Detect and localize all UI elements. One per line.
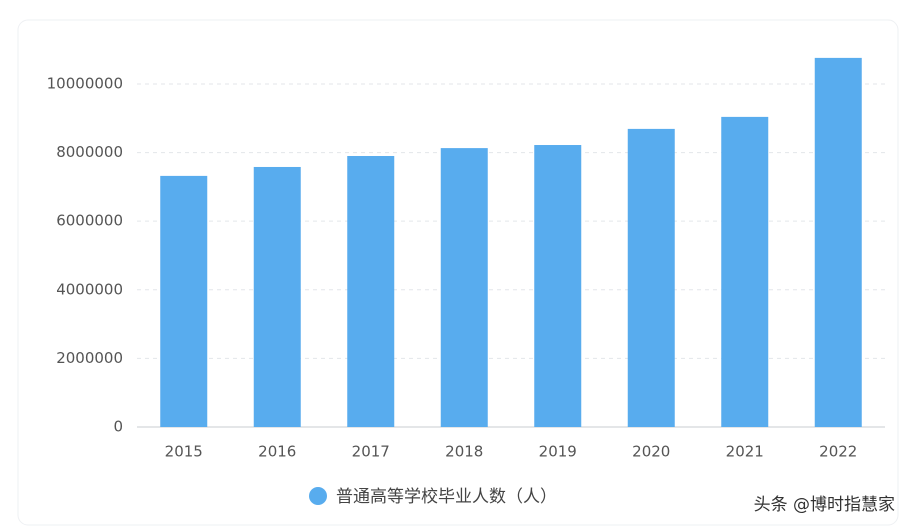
y-tick-label: 8000000 bbox=[56, 143, 123, 161]
x-tick-label: 2020 bbox=[632, 443, 670, 461]
x-tick-label: 2016 bbox=[258, 443, 296, 461]
y-tick-label: 6000000 bbox=[56, 212, 123, 230]
bar bbox=[440, 148, 488, 427]
x-tick-label: 2019 bbox=[539, 443, 577, 461]
x-tick-label: 2018 bbox=[445, 443, 483, 461]
legend-label: 普通高等学校毕业人数（人） bbox=[336, 487, 557, 507]
bar bbox=[721, 116, 769, 427]
watermark: 头条 @博时指慧家 bbox=[754, 495, 895, 515]
x-tick-label: 2021 bbox=[726, 443, 764, 461]
bar bbox=[534, 145, 582, 428]
x-tick-label: 2015 bbox=[165, 443, 203, 461]
bar bbox=[814, 57, 862, 427]
bar bbox=[627, 128, 675, 428]
y-tick-label: 2000000 bbox=[56, 349, 123, 367]
chart-frame bbox=[17, 19, 899, 526]
x-tick-label: 2022 bbox=[819, 443, 857, 461]
y-tick-label: 4000000 bbox=[56, 280, 123, 298]
legend-swatch bbox=[309, 487, 327, 505]
bar bbox=[253, 166, 301, 428]
bar bbox=[347, 155, 395, 427]
bar bbox=[160, 175, 208, 427]
y-tick-label: 10000000 bbox=[47, 74, 123, 92]
y-tick-label: 0 bbox=[113, 418, 123, 436]
x-tick-label: 2017 bbox=[352, 443, 390, 461]
